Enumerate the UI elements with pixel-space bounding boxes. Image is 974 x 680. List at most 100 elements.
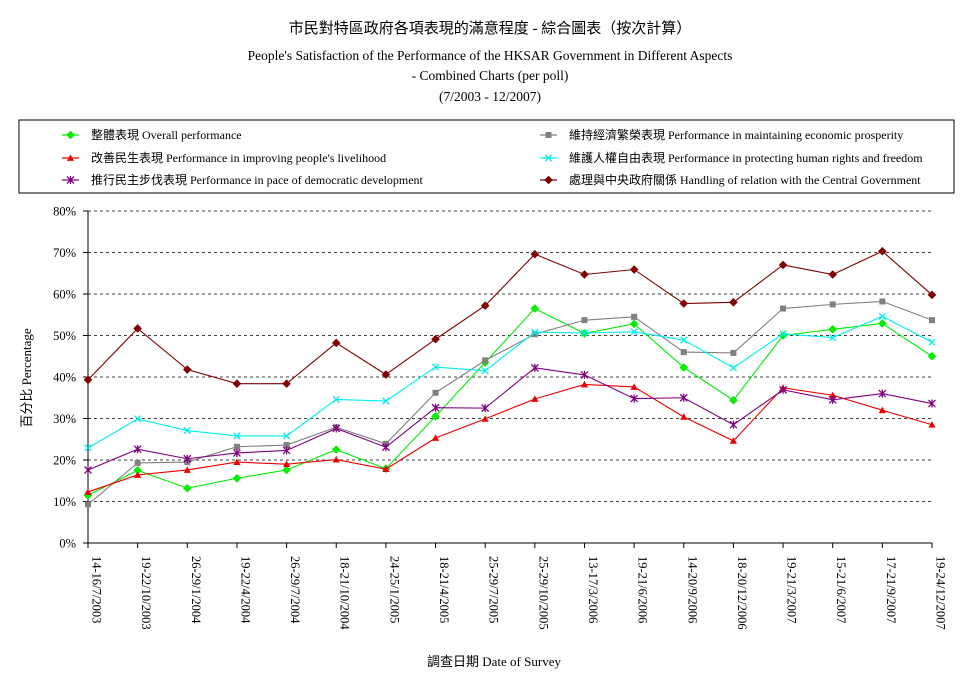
data-point: [183, 466, 191, 473]
data-point: [382, 397, 390, 405]
data-point: [431, 403, 440, 412]
series-2: [85, 298, 935, 508]
data-point: [431, 434, 440, 441]
data-point: [630, 394, 639, 403]
data-point: [480, 301, 490, 310]
data-point: [431, 334, 440, 344]
data-point: [828, 324, 838, 334]
data-point: [879, 298, 886, 305]
legend-swatch-marker: [66, 176, 75, 184]
data-point: [283, 442, 290, 449]
data-point: [878, 246, 887, 256]
chart-title-line-1: 市民對特區政府各項表現的滿意程度 - 綜合圖表（按次計算）: [289, 19, 692, 37]
data-point: [730, 349, 737, 356]
legend-item: 處理與中央政府關係 Handling of relation with the …: [540, 172, 921, 187]
series-line: [87, 367, 933, 471]
legend-item: 維護人權自由表現 Performance in protecting human…: [540, 150, 923, 165]
data-point: [580, 270, 589, 279]
data-point: [332, 455, 340, 463]
chart-title-line-3: - Combined Charts (per poll): [412, 68, 569, 83]
data-point: [878, 319, 887, 328]
chart-title-line-4: (7/2003 - 12/2007): [439, 89, 541, 104]
x-tick-label: 18-21/10/2004: [338, 556, 352, 630]
data-point: [829, 333, 837, 342]
y-axis-label: 百分比 Percentage: [19, 328, 34, 428]
data-point: [85, 501, 91, 508]
data-point: [531, 331, 538, 338]
data-point: [233, 432, 241, 440]
legend-swatch-marker: [66, 154, 75, 161]
series-3: [84, 380, 936, 495]
data-point: [778, 260, 788, 270]
chart-title-line-2: People's Satisfaction of the Performance…: [248, 48, 733, 63]
data-point: [481, 404, 490, 413]
legend-swatch-marker: [544, 154, 553, 162]
data-point: [679, 299, 689, 308]
data-point: [83, 375, 93, 385]
series-line: [87, 315, 933, 449]
legend-item: 推行民主步伐表現 Performance in pace of democrat…: [62, 173, 424, 187]
series-5: [84, 363, 936, 474]
series-line: [87, 383, 933, 493]
data-point: [828, 270, 838, 279]
data-point: [133, 445, 142, 454]
data-point: [481, 415, 489, 422]
data-point: [381, 370, 391, 379]
data-point: [580, 370, 589, 379]
data-point: [232, 379, 242, 388]
series-1: [83, 304, 937, 500]
x-tick-label: 25-29/7/2005: [487, 556, 501, 623]
data-point: [134, 471, 142, 478]
x-tick-label: 19-22/4/2004: [238, 556, 252, 624]
data-point: [481, 367, 489, 375]
series-line: [87, 307, 933, 496]
legend-label: 維護人權自由表現 Performance in protecting human…: [569, 150, 923, 165]
data-point: [729, 364, 738, 372]
data-point: [530, 304, 540, 313]
data-point: [431, 412, 440, 421]
data-point: [282, 465, 291, 475]
legend-label: 改善民生表現 Performance in improving people's…: [91, 150, 386, 165]
legend-item: 整體表現 Overall performance: [62, 127, 242, 142]
data-point: [531, 328, 539, 336]
x-tick-label: 26-29/1/2004: [189, 556, 203, 624]
gridlines: [88, 210, 932, 502]
y-tick-label: 10%: [53, 495, 76, 509]
y-tick-label: 30%: [53, 412, 76, 426]
data-point: [580, 380, 589, 388]
data-point: [878, 389, 887, 398]
data-point: [332, 424, 341, 433]
data-point: [233, 443, 240, 450]
data-point: [679, 363, 689, 372]
x-tick-labels: 14-16/7/2003 19-22/10/2003 26-29/1/2004 19-…: [90, 556, 948, 630]
data-point: [282, 379, 291, 388]
y-tick-label: 80%: [53, 205, 76, 219]
data-point: [282, 460, 291, 468]
y-tick-label: 20%: [53, 454, 76, 468]
data-point: [680, 336, 688, 344]
data-point: [381, 443, 390, 452]
legend-label: 處理與中央政府關係 Handling of relation with the …: [569, 172, 921, 187]
data-point: [331, 338, 341, 348]
data-point: [331, 445, 341, 454]
data-point: [530, 249, 540, 259]
plot-area: 0%10%20%30%40%50%60%70%80% 14-16/7/2003 1…: [53, 205, 947, 631]
legend-box: [18, 119, 955, 194]
y-tick-label: 50%: [53, 329, 76, 343]
data-point: [232, 473, 242, 483]
y-tick-label: 70%: [53, 246, 76, 260]
x-tick-label: 18-21/4/2005: [437, 556, 451, 623]
x-tick-label: 19-22/10/2003: [139, 556, 153, 630]
x-tick-label: 14-20/9/2006: [685, 556, 699, 623]
data-point: [929, 317, 935, 324]
x-tick-label: 13-17/3/2006: [586, 556, 600, 623]
data-point: [630, 383, 638, 390]
data-point: [581, 317, 588, 324]
series-4: [84, 312, 936, 452]
data-point: [282, 446, 291, 455]
data-point: [282, 432, 291, 440]
data-point: [629, 265, 639, 274]
legend-swatch-marker: [66, 130, 75, 140]
x-tick-label: 14-16/7/2003: [90, 556, 104, 623]
data-point: [680, 413, 688, 420]
